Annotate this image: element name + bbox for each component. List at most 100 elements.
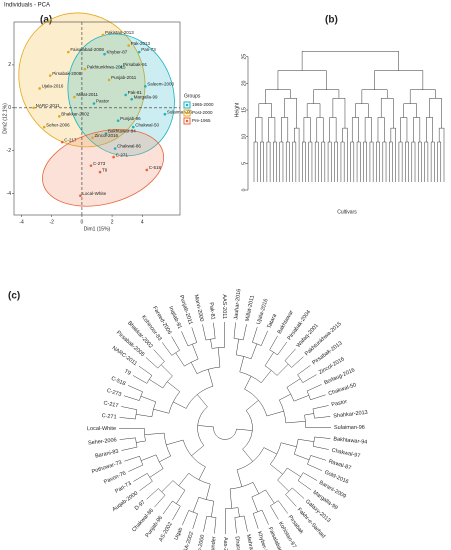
branch — [369, 141, 374, 182]
point-label: Seher-2006 — [46, 122, 70, 127]
leaf-label: Millat-2011 — [245, 295, 256, 322]
y-tick-label: 2 — [8, 62, 11, 68]
branch — [297, 472, 318, 491]
branch — [235, 339, 258, 360]
leaf-label: NIA-Sunder — [209, 536, 218, 550]
branch — [244, 376, 284, 417]
point — [163, 112, 167, 116]
branch — [374, 70, 424, 90]
point — [92, 102, 96, 105]
branch — [233, 322, 247, 341]
branch — [306, 103, 321, 118]
leaf-label: C-518 — [110, 376, 126, 388]
leaf-label: Pak-81 — [208, 302, 216, 320]
legend-swatch — [183, 101, 191, 109]
leaf-label: Pastor — [331, 399, 348, 408]
branch — [389, 141, 393, 182]
y-tick-label: 0 — [241, 188, 247, 191]
y-tick-label: 20 — [241, 80, 247, 86]
point — [42, 125, 46, 129]
point-label: Zincol-2016 — [94, 133, 118, 138]
leaf-label: Dharabi-2011 — [233, 536, 243, 550]
branch — [376, 141, 380, 182]
point — [145, 168, 149, 172]
branch — [273, 141, 277, 182]
point-label: Chakwal-50 — [135, 122, 159, 127]
point-label: Pirsabak-91 — [123, 62, 148, 67]
legend-label: Pre-1965 — [192, 118, 211, 123]
point — [112, 155, 115, 159]
leaf-label: Khyber-87 — [256, 531, 270, 550]
branch — [380, 98, 394, 129]
branch — [252, 509, 269, 529]
branch — [236, 447, 277, 487]
branch — [225, 507, 240, 535]
leaf-label: Jauhar-2016 — [233, 289, 242, 320]
point — [130, 97, 134, 101]
branch — [269, 335, 288, 356]
branch — [270, 500, 288, 520]
branch — [430, 141, 435, 182]
branch — [286, 378, 309, 402]
branch — [285, 487, 305, 507]
branch — [292, 141, 297, 182]
leaf-label: Rawal-87 — [328, 459, 352, 472]
branch — [340, 141, 345, 182]
leaf-label: C-217 — [103, 400, 119, 409]
branch — [192, 496, 215, 517]
branch — [438, 127, 445, 182]
y-tick-label: 0 — [8, 105, 11, 111]
leaf-label: D-97 — [134, 499, 147, 511]
branch — [191, 394, 208, 456]
leaf-label: Uqab — [174, 527, 185, 541]
leaf-label: Uqab-2000 — [195, 534, 206, 550]
leaf-label: C-273 — [106, 388, 122, 398]
branch — [119, 437, 138, 451]
branch — [364, 117, 372, 142]
y-axis-label: Height — [234, 102, 240, 117]
point-label: Sulaiman-96 — [167, 109, 193, 114]
branch — [197, 425, 253, 440]
branch — [178, 472, 211, 500]
branch — [146, 488, 166, 508]
leaf-label: Shahkar-2013 — [333, 410, 368, 420]
point — [60, 140, 64, 144]
branch — [426, 117, 433, 142]
leaf-label: AS-2002 — [158, 521, 174, 543]
branch — [149, 364, 173, 389]
leaf-label: Bakhtawar-94 — [333, 436, 367, 445]
branch — [308, 141, 313, 182]
branch — [202, 322, 216, 341]
branch — [382, 141, 387, 182]
branch — [239, 356, 272, 384]
point — [119, 65, 123, 69]
point-label: Margalla-99 — [134, 94, 158, 99]
branch — [260, 141, 264, 182]
branch — [327, 141, 332, 182]
point — [101, 33, 105, 37]
branch — [281, 117, 289, 142]
point-label: NARC-2011 — [36, 103, 60, 108]
branch — [329, 117, 337, 142]
branch — [284, 98, 297, 129]
branch — [166, 439, 206, 480]
branch — [265, 89, 291, 104]
point-label: T9 — [102, 167, 108, 172]
point — [89, 164, 93, 167]
branch — [173, 369, 214, 409]
branch — [251, 489, 275, 512]
branch — [203, 515, 217, 534]
legend-swatch — [183, 117, 191, 125]
branch — [264, 352, 289, 376]
point — [107, 78, 111, 82]
branch — [258, 103, 272, 118]
branch — [162, 500, 181, 521]
branch — [277, 70, 327, 90]
leaf-label: C-271 — [101, 413, 117, 420]
x-tick-label: 0 — [81, 219, 84, 225]
point-label: Faisalabad-2008 — [70, 47, 104, 52]
branch — [307, 455, 327, 471]
point — [91, 136, 94, 140]
leaf-label: T9 — [123, 369, 132, 377]
branch — [269, 442, 297, 475]
